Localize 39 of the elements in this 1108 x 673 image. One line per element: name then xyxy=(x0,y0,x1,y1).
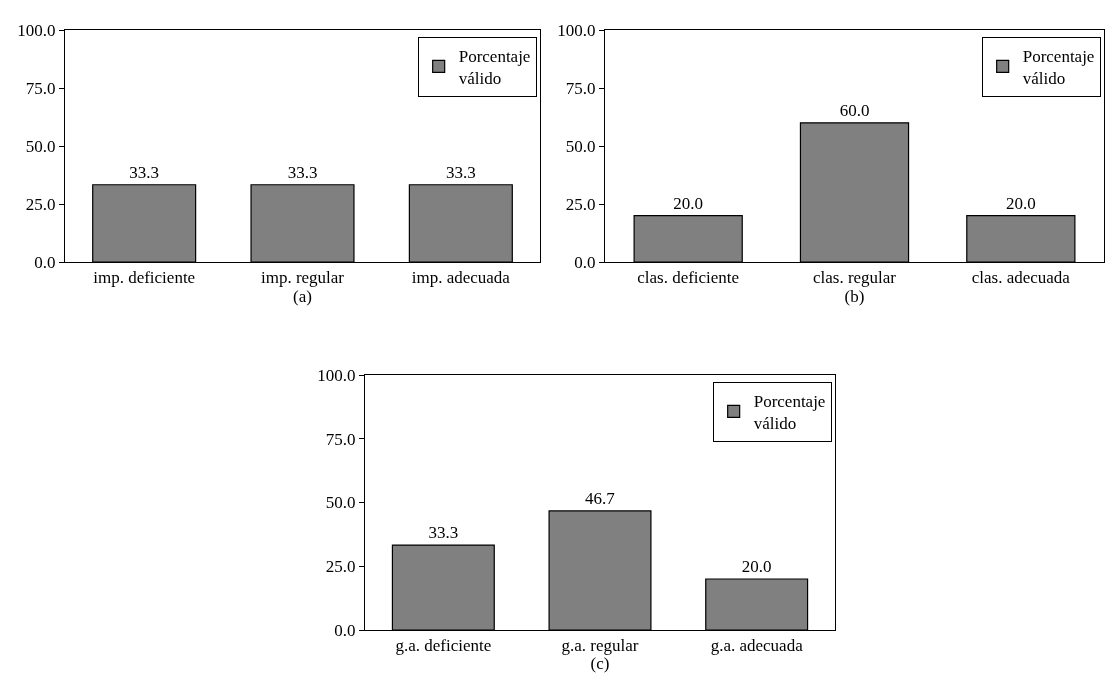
data-label: 20.0 xyxy=(1005,193,1036,213)
y-tick-label: 75.0 xyxy=(325,429,356,449)
x-axis-title: (a) xyxy=(293,287,312,307)
y-tick-label: 0.0 xyxy=(34,252,56,272)
y-tick-label: 0.0 xyxy=(334,620,356,640)
x-tick-label: g.a. adecuada xyxy=(710,636,804,656)
x-tick-label: imp. regular xyxy=(260,268,345,288)
y-tick-label: 100.0 xyxy=(317,365,356,385)
legend-label: Porcentaje válido xyxy=(458,46,531,89)
data-label: 33.3 xyxy=(428,523,459,543)
legend-label: Porcentaje válido xyxy=(753,391,826,434)
x-tick-label: imp. deficiente xyxy=(93,268,196,288)
x-tick-label: imp. adecuada xyxy=(411,268,511,288)
data-label: 60.0 xyxy=(839,100,870,120)
y-tick-label: 50.0 xyxy=(565,136,596,156)
x-tick-label: g.a. regular xyxy=(561,636,639,656)
data-label: 20.0 xyxy=(741,557,772,576)
data-label: 20.0 xyxy=(673,193,704,213)
x-tick-label: clas. regular xyxy=(812,268,897,288)
y-tick-label: 25.0 xyxy=(565,194,596,214)
x-tick-label: clas. deficiente xyxy=(637,268,740,288)
y-tick-label: 100.0 xyxy=(557,20,596,40)
legend-label: Porcentaje válido xyxy=(1022,46,1095,89)
y-tick-label: 50.0 xyxy=(325,493,356,513)
data-label: 33.3 xyxy=(445,162,476,182)
y-tick-label: 75.0 xyxy=(565,78,596,98)
y-tick-label: 75.0 xyxy=(25,78,56,98)
x-axis-title: (b) xyxy=(844,287,865,307)
y-tick-label: 100.0 xyxy=(17,20,56,40)
data-label: 46.7 xyxy=(584,488,616,508)
y-tick-label: 0.0 xyxy=(574,252,596,272)
x-axis-title: (c) xyxy=(590,654,610,673)
x-tick-label: g.a. deficiente xyxy=(395,636,492,656)
y-tick-label: 25.0 xyxy=(325,557,356,577)
y-tick-label: 50.0 xyxy=(25,136,56,156)
data-label: 33.3 xyxy=(287,162,318,182)
x-tick-label: clas. adecuada xyxy=(971,268,1071,288)
y-tick-label: 25.0 xyxy=(25,194,56,214)
data-label: 33.3 xyxy=(129,162,160,182)
